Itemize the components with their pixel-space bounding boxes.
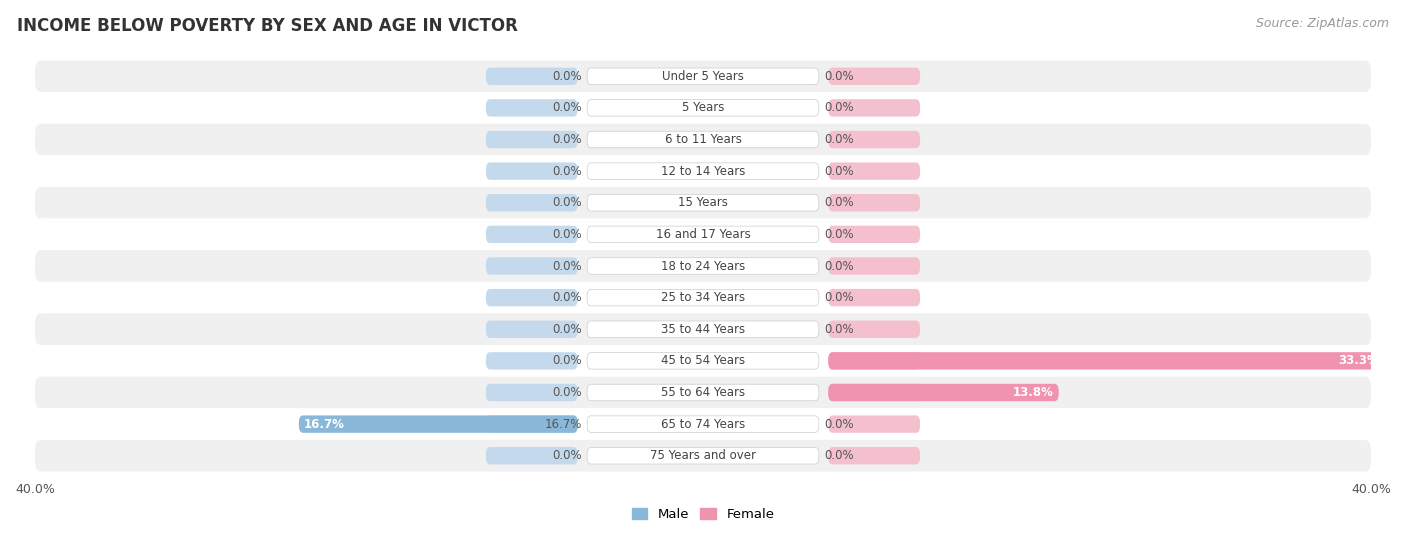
Text: 55 to 64 Years: 55 to 64 Years: [661, 386, 745, 399]
Text: 0.0%: 0.0%: [553, 386, 582, 399]
Text: 0.0%: 0.0%: [553, 70, 582, 83]
Text: 15 Years: 15 Years: [678, 196, 728, 209]
FancyBboxPatch shape: [828, 352, 1385, 369]
FancyBboxPatch shape: [588, 353, 818, 369]
Text: 75 Years and over: 75 Years and over: [650, 449, 756, 462]
Text: 13.8%: 13.8%: [1012, 386, 1053, 399]
Text: 65 to 74 Years: 65 to 74 Years: [661, 418, 745, 430]
FancyBboxPatch shape: [828, 99, 920, 117]
FancyBboxPatch shape: [828, 257, 920, 274]
FancyBboxPatch shape: [35, 314, 1371, 345]
FancyBboxPatch shape: [486, 257, 578, 274]
FancyBboxPatch shape: [486, 99, 578, 117]
Text: 0.0%: 0.0%: [824, 70, 853, 83]
Text: 0.0%: 0.0%: [553, 259, 582, 272]
Text: 0.0%: 0.0%: [553, 291, 582, 304]
FancyBboxPatch shape: [35, 345, 1371, 377]
Text: 0.0%: 0.0%: [824, 228, 853, 241]
Text: 45 to 54 Years: 45 to 54 Years: [661, 354, 745, 367]
Text: 33.3%: 33.3%: [1339, 354, 1379, 367]
Text: 0.0%: 0.0%: [824, 418, 853, 430]
Text: 16.7%: 16.7%: [304, 418, 344, 430]
Text: 0.0%: 0.0%: [553, 133, 582, 146]
FancyBboxPatch shape: [828, 320, 920, 338]
FancyBboxPatch shape: [588, 258, 818, 274]
FancyBboxPatch shape: [486, 194, 578, 211]
FancyBboxPatch shape: [486, 131, 578, 148]
Text: 0.0%: 0.0%: [553, 228, 582, 241]
FancyBboxPatch shape: [35, 155, 1371, 187]
FancyBboxPatch shape: [588, 226, 818, 243]
Text: Source: ZipAtlas.com: Source: ZipAtlas.com: [1256, 17, 1389, 30]
Text: 0.0%: 0.0%: [824, 165, 853, 178]
FancyBboxPatch shape: [486, 415, 578, 433]
FancyBboxPatch shape: [35, 60, 1371, 92]
FancyBboxPatch shape: [828, 447, 920, 465]
FancyBboxPatch shape: [588, 416, 818, 432]
FancyBboxPatch shape: [828, 68, 920, 85]
Text: 0.0%: 0.0%: [824, 196, 853, 209]
FancyBboxPatch shape: [588, 195, 818, 211]
Text: 0.0%: 0.0%: [824, 323, 853, 336]
Text: 35 to 44 Years: 35 to 44 Years: [661, 323, 745, 336]
Text: 0.0%: 0.0%: [824, 101, 853, 115]
Text: 0.0%: 0.0%: [824, 259, 853, 272]
FancyBboxPatch shape: [588, 321, 818, 338]
FancyBboxPatch shape: [588, 100, 818, 116]
FancyBboxPatch shape: [35, 124, 1371, 155]
FancyBboxPatch shape: [35, 282, 1371, 314]
Text: INCOME BELOW POVERTY BY SEX AND AGE IN VICTOR: INCOME BELOW POVERTY BY SEX AND AGE IN V…: [17, 17, 517, 35]
FancyBboxPatch shape: [486, 163, 578, 180]
FancyBboxPatch shape: [486, 226, 578, 243]
FancyBboxPatch shape: [828, 163, 920, 180]
Text: 5 Years: 5 Years: [682, 101, 724, 115]
Text: 0.0%: 0.0%: [824, 449, 853, 462]
FancyBboxPatch shape: [486, 447, 578, 465]
Text: 0.0%: 0.0%: [553, 323, 582, 336]
FancyBboxPatch shape: [588, 68, 818, 84]
FancyBboxPatch shape: [486, 320, 578, 338]
FancyBboxPatch shape: [35, 377, 1371, 408]
FancyBboxPatch shape: [35, 92, 1371, 124]
Text: Under 5 Years: Under 5 Years: [662, 70, 744, 83]
FancyBboxPatch shape: [588, 384, 818, 401]
Text: 0.0%: 0.0%: [824, 133, 853, 146]
FancyBboxPatch shape: [486, 289, 578, 306]
Text: 25 to 34 Years: 25 to 34 Years: [661, 291, 745, 304]
FancyBboxPatch shape: [588, 290, 818, 306]
FancyBboxPatch shape: [35, 408, 1371, 440]
FancyBboxPatch shape: [828, 352, 920, 369]
FancyBboxPatch shape: [486, 384, 578, 401]
FancyBboxPatch shape: [828, 384, 1059, 401]
FancyBboxPatch shape: [486, 352, 578, 369]
Legend: Male, Female: Male, Female: [626, 503, 780, 527]
FancyBboxPatch shape: [35, 219, 1371, 250]
Text: 6 to 11 Years: 6 to 11 Years: [665, 133, 741, 146]
FancyBboxPatch shape: [828, 384, 920, 401]
FancyBboxPatch shape: [588, 131, 818, 148]
FancyBboxPatch shape: [828, 226, 920, 243]
FancyBboxPatch shape: [35, 440, 1371, 472]
Text: 0.0%: 0.0%: [553, 101, 582, 115]
FancyBboxPatch shape: [828, 194, 920, 211]
Text: 0.0%: 0.0%: [553, 354, 582, 367]
FancyBboxPatch shape: [486, 68, 578, 85]
FancyBboxPatch shape: [588, 163, 818, 179]
Text: 0.0%: 0.0%: [553, 449, 582, 462]
FancyBboxPatch shape: [35, 250, 1371, 282]
Text: 18 to 24 Years: 18 to 24 Years: [661, 259, 745, 272]
FancyBboxPatch shape: [299, 415, 578, 433]
FancyBboxPatch shape: [828, 415, 920, 433]
Text: 0.0%: 0.0%: [553, 196, 582, 209]
FancyBboxPatch shape: [828, 131, 920, 148]
Text: 16 and 17 Years: 16 and 17 Years: [655, 228, 751, 241]
FancyBboxPatch shape: [828, 289, 920, 306]
Text: 12 to 14 Years: 12 to 14 Years: [661, 165, 745, 178]
Text: 0.0%: 0.0%: [553, 165, 582, 178]
Text: 16.7%: 16.7%: [544, 418, 582, 430]
FancyBboxPatch shape: [588, 447, 818, 464]
Text: 0.0%: 0.0%: [824, 291, 853, 304]
FancyBboxPatch shape: [35, 187, 1371, 219]
